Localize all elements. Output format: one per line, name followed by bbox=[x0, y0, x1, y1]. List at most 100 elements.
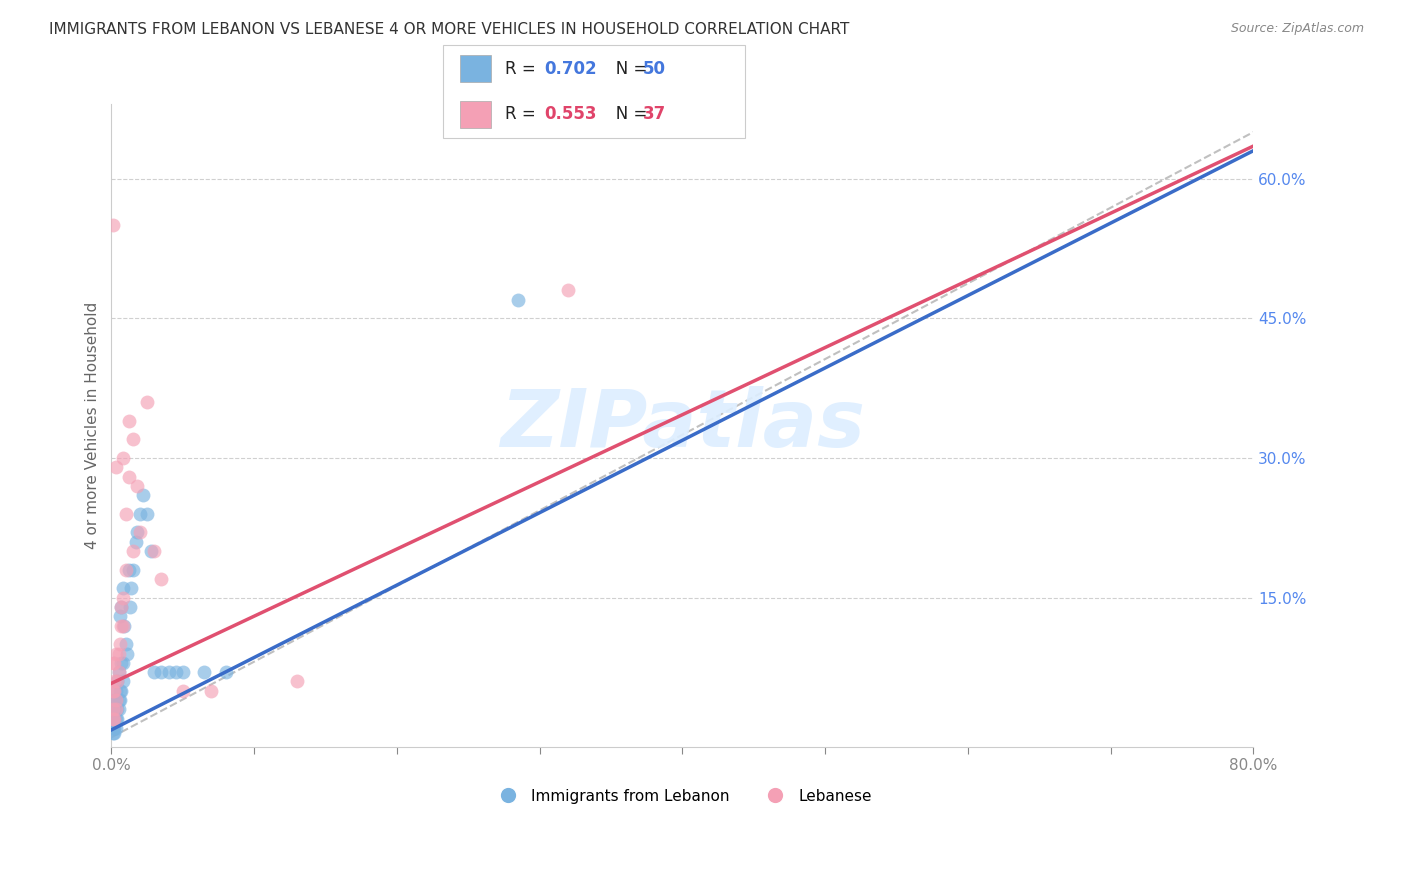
Point bbox=[124, 534, 146, 549]
Point bbox=[108, 637, 131, 651]
Point bbox=[121, 563, 143, 577]
Point bbox=[104, 712, 127, 726]
Text: Source: ZipAtlas.com: Source: ZipAtlas.com bbox=[1230, 22, 1364, 36]
Point bbox=[150, 572, 173, 586]
Point bbox=[107, 693, 129, 707]
Text: IMMIGRANTS FROM LEBANON VS LEBANESE 4 OR MORE VEHICLES IN HOUSEHOLD CORRELATION : IMMIGRANTS FROM LEBANON VS LEBANESE 4 OR… bbox=[49, 22, 849, 37]
Point bbox=[101, 702, 124, 716]
Point bbox=[105, 674, 128, 689]
Point bbox=[200, 683, 222, 698]
Point bbox=[557, 284, 579, 298]
Point bbox=[107, 665, 129, 680]
Point bbox=[127, 525, 149, 540]
Point bbox=[104, 683, 127, 698]
Text: 0.702: 0.702 bbox=[544, 60, 596, 78]
Text: R =: R = bbox=[505, 60, 541, 78]
Point bbox=[101, 712, 124, 726]
Point bbox=[103, 721, 125, 735]
Point bbox=[114, 507, 136, 521]
Point bbox=[104, 702, 127, 716]
Point bbox=[285, 674, 308, 689]
Point bbox=[112, 618, 135, 632]
Point bbox=[101, 219, 124, 233]
Legend: Immigrants from Lebanon, Lebanese: Immigrants from Lebanon, Lebanese bbox=[486, 782, 877, 810]
Point bbox=[132, 488, 155, 502]
Point bbox=[103, 693, 125, 707]
Point bbox=[117, 469, 139, 483]
Point bbox=[117, 563, 139, 577]
Point bbox=[508, 293, 530, 307]
Point bbox=[108, 693, 131, 707]
Point bbox=[107, 702, 129, 716]
Point bbox=[111, 656, 134, 670]
Point bbox=[104, 721, 127, 735]
Point bbox=[120, 582, 142, 596]
Point bbox=[121, 544, 143, 558]
Point bbox=[104, 460, 127, 475]
Point bbox=[136, 395, 159, 409]
Point bbox=[129, 525, 152, 540]
Point bbox=[107, 647, 129, 661]
Point bbox=[104, 693, 127, 707]
Point bbox=[214, 665, 236, 680]
Point bbox=[105, 674, 128, 689]
Point bbox=[157, 665, 180, 680]
Point bbox=[110, 599, 132, 614]
Text: 0.553: 0.553 bbox=[544, 105, 596, 123]
Point bbox=[101, 725, 124, 739]
Point bbox=[105, 702, 128, 716]
Point bbox=[103, 712, 125, 726]
Point bbox=[111, 450, 134, 465]
Text: R =: R = bbox=[505, 105, 541, 123]
Point bbox=[115, 647, 138, 661]
Point bbox=[101, 721, 124, 735]
Text: ZIPatlas: ZIPatlas bbox=[501, 386, 865, 465]
Point bbox=[103, 674, 125, 689]
Point bbox=[165, 665, 187, 680]
Text: 50: 50 bbox=[643, 60, 665, 78]
Point bbox=[103, 712, 125, 726]
Point bbox=[141, 544, 163, 558]
Point bbox=[105, 712, 128, 726]
Point bbox=[101, 702, 124, 716]
Point bbox=[110, 618, 132, 632]
Point bbox=[114, 563, 136, 577]
Point bbox=[111, 618, 134, 632]
Point bbox=[103, 702, 125, 716]
Point bbox=[101, 712, 124, 726]
Point bbox=[150, 665, 173, 680]
Point bbox=[111, 591, 134, 605]
Point bbox=[104, 693, 127, 707]
Point bbox=[103, 656, 125, 670]
Point bbox=[101, 656, 124, 670]
Point bbox=[101, 721, 124, 735]
Point bbox=[118, 599, 141, 614]
Point bbox=[172, 683, 194, 698]
Point bbox=[103, 725, 125, 739]
Text: N =: N = bbox=[600, 60, 652, 78]
Point bbox=[111, 674, 134, 689]
Point bbox=[143, 665, 166, 680]
Point bbox=[108, 683, 131, 698]
Point bbox=[103, 683, 125, 698]
Point bbox=[107, 665, 129, 680]
Point bbox=[108, 609, 131, 624]
Point bbox=[117, 414, 139, 428]
Point bbox=[136, 507, 159, 521]
Point bbox=[101, 683, 124, 698]
Point bbox=[110, 656, 132, 670]
Point bbox=[114, 637, 136, 651]
Point bbox=[127, 479, 149, 493]
Point bbox=[111, 582, 134, 596]
Point bbox=[143, 544, 166, 558]
Point bbox=[110, 683, 132, 698]
Point bbox=[129, 507, 152, 521]
Point bbox=[121, 433, 143, 447]
Point bbox=[110, 599, 132, 614]
Point bbox=[172, 665, 194, 680]
Y-axis label: 4 or more Vehicles in Household: 4 or more Vehicles in Household bbox=[86, 301, 100, 549]
Text: 37: 37 bbox=[643, 105, 666, 123]
Point bbox=[193, 665, 215, 680]
Text: N =: N = bbox=[600, 105, 652, 123]
Point bbox=[104, 647, 127, 661]
